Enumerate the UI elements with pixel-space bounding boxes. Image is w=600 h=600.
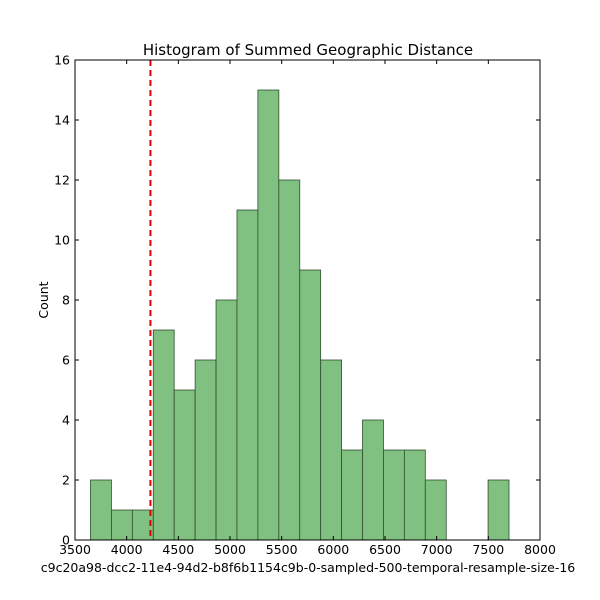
x-tick-label: 4500 — [162, 542, 194, 557]
bars-group — [90, 89, 510, 541]
y-axis-label: Count — [36, 281, 51, 318]
y-tick-label: 6 — [62, 353, 70, 368]
x-tick-label: 8000 — [524, 542, 556, 557]
chart-title: Histogram of Summed Geographic Distance — [143, 41, 473, 59]
histogram-bar — [341, 449, 363, 541]
histogram-bar — [320, 359, 342, 541]
histogram-bar — [362, 419, 384, 541]
x-tick-label: 5500 — [266, 542, 298, 557]
y-tick-label: 2 — [62, 473, 70, 488]
x-tick-label: 3500 — [59, 542, 91, 557]
x-tick-label: 4000 — [111, 542, 143, 557]
y-tick-label: 8 — [62, 293, 70, 308]
y-tick-label: 10 — [54, 233, 70, 248]
x-tick-label: 6000 — [317, 542, 349, 557]
x-tick-label: 7000 — [421, 542, 453, 557]
histogram-bar — [299, 269, 322, 541]
histogram-bar — [90, 479, 112, 541]
histogram-bar — [257, 89, 280, 541]
y-ticks-group: 0 2 4 6 8 10 12 14 16 — [54, 53, 540, 548]
y-tick-label: 4 — [62, 413, 70, 428]
y-tick-label: 16 — [54, 53, 70, 68]
histogram-bar — [173, 389, 196, 541]
x-tick-label: 6500 — [369, 542, 401, 557]
y-tick-label: 14 — [54, 113, 70, 128]
x-tick-label: 7500 — [472, 542, 504, 557]
histogram-bar — [152, 329, 175, 541]
histogram-bar — [403, 449, 426, 541]
histogram-bar — [487, 479, 510, 541]
y-tick-label: 0 — [62, 533, 70, 548]
histogram-bar — [111, 509, 133, 541]
histogram-bar — [194, 359, 217, 541]
histogram-bar — [383, 449, 405, 541]
y-tick-label: 12 — [54, 173, 70, 188]
x-ticks-group: 3500 4000 4500 5000 5500 6000 6500 7000 7500 8000 — [59, 60, 556, 557]
histogram-bar — [236, 209, 259, 541]
histogram-bar — [278, 179, 301, 541]
x-tick-label: 5000 — [214, 542, 246, 557]
histogram-bar — [424, 479, 447, 541]
histogram-bar — [215, 299, 238, 541]
x-axis-label: c9c20a98-dcc2-11e4-94d2-b8f6b1154c9b-0-s… — [41, 560, 576, 575]
